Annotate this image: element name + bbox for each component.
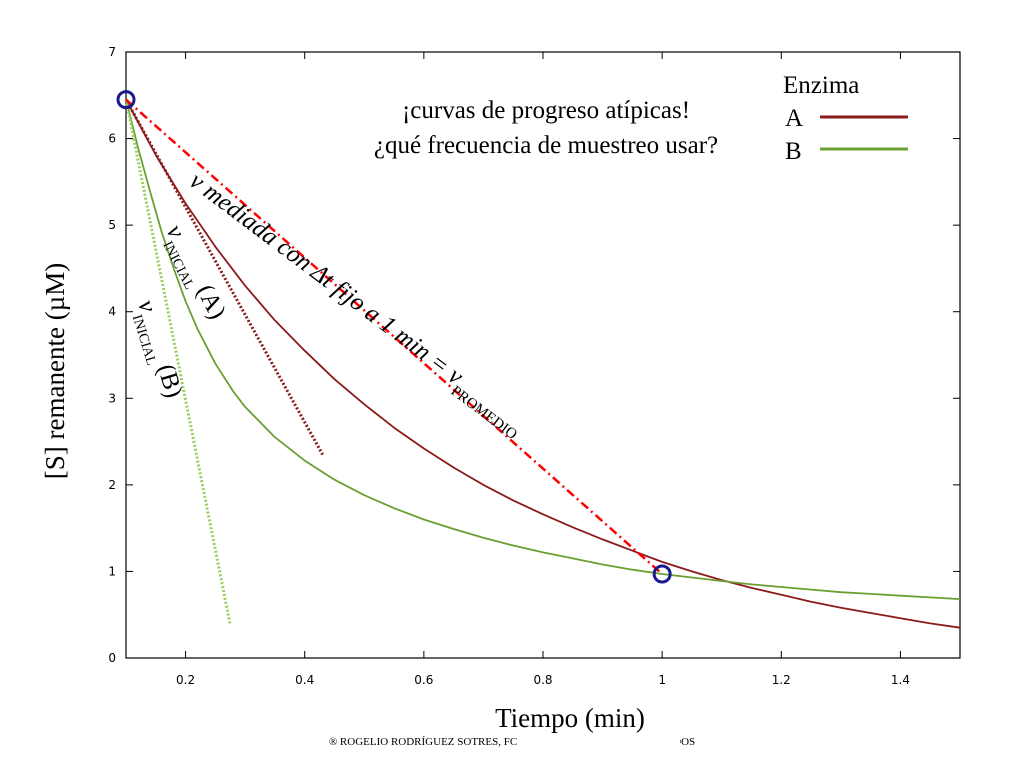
y-tick-label: 5 <box>108 218 116 232</box>
y-tick-label: 2 <box>108 478 116 492</box>
series-line-dotted-2 <box>124 98 324 456</box>
annotation-v-inicial-a: vINICIAL(A) <box>154 220 231 326</box>
copyright-notice: ® ROGELIO RODRÍGUEZ SOTRES, FC ESERVADOS <box>328 736 696 748</box>
annotation-title-line1: ¡curvas de progreso atípicas! <box>402 97 690 124</box>
marker-circle <box>116 90 136 110</box>
v-inicial-b-v: v <box>132 297 161 316</box>
legend-label-b: B <box>785 138 802 165</box>
x-tick-label: 0.4 <box>295 673 314 687</box>
v-inicial-a-v: v <box>161 220 191 243</box>
y-tick-label: 1 <box>108 564 116 578</box>
legend: Enzima A B <box>783 72 908 165</box>
x-tick-label: 1.4 <box>891 673 910 687</box>
marker-circle <box>652 564 672 584</box>
svg-text:vINICIAL(B): vINICIAL(B) <box>126 297 188 403</box>
series-line-a <box>125 99 961 629</box>
y-tick-label: 7 <box>108 45 116 59</box>
x-tick-label: 0.8 <box>533 673 552 687</box>
copyright-redaction <box>614 733 680 751</box>
v-inicial-b-paren: (B) <box>152 361 188 401</box>
y-axis-label: [S] remanente (µM) <box>40 263 70 479</box>
v-inicial-a-subscript: INICIAL <box>159 239 196 292</box>
series-line-dashdot-4 <box>125 98 663 575</box>
series-line-dotted-3 <box>124 99 232 626</box>
annotation-title-line2: ¿qué frecuencia de muestreo usar? <box>374 132 718 159</box>
svg-text:vINICIAL(A): vINICIAL(A) <box>154 220 231 326</box>
marker-layer <box>116 90 672 584</box>
x-tick-label: 1 <box>658 673 666 687</box>
legend-title: Enzima <box>783 72 859 99</box>
annotation-v-mediada: v mediada con Δt fijo a 1 min = vPROMEDI… <box>180 167 531 443</box>
series-line-b <box>125 99 961 600</box>
svg-text:v mediada con Δt fijo a 1 min: v mediada con Δt fijo a 1 min = vPROMEDI… <box>180 167 531 443</box>
y-tick-label: 6 <box>108 132 116 146</box>
v-inicial-b-subscript: INICIAL <box>129 313 159 367</box>
y-tick-label: 3 <box>108 391 116 405</box>
legend-label-a: A <box>785 105 803 132</box>
y-tick-label: 0 <box>108 651 116 665</box>
y-tick-label: 4 <box>108 305 116 319</box>
annotation-v-inicial-b: vINICIAL(B) <box>126 297 188 403</box>
v-mediada-subscript: PROMEDIO <box>448 383 520 443</box>
x-tick-label: 1.2 <box>772 673 791 687</box>
x-axis-label: Tiempo (min) <box>495 703 645 733</box>
series-layer <box>124 98 961 629</box>
x-tick-label: 0.2 <box>176 673 195 687</box>
v-inicial-a-paren: (A) <box>191 280 231 323</box>
axis-ticks: 0.2 0.4 0.6 0.8 1 1.2 1.4 0 1 2 3 4 5 6 7 <box>108 45 960 687</box>
x-tick-label: 0.6 <box>414 673 433 687</box>
